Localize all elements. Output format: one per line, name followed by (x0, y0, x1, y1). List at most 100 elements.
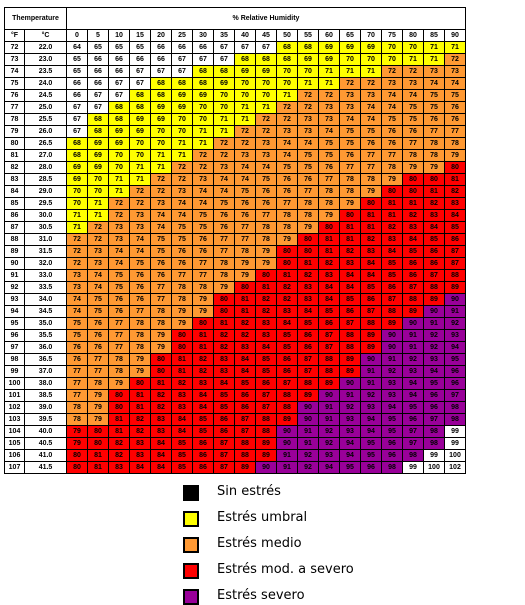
thi-value-cell: 89 (276, 413, 298, 426)
thi-value-cell: 80 (87, 425, 109, 438)
thi-value-cell: 80 (297, 245, 319, 258)
thi-value-cell: 82 (276, 293, 298, 306)
thi-value-cell: 86 (192, 437, 214, 450)
thi-value-cell: 78 (129, 341, 151, 354)
thi-value-cell: 69 (87, 149, 109, 162)
thi-value-cell: 83 (402, 221, 424, 234)
thi-value-cell: 89 (234, 461, 256, 474)
humidity-column-header: 80 (402, 29, 424, 42)
temp-f-cell: 100 (4, 377, 25, 390)
thi-value-cell: 92 (423, 329, 445, 342)
thi-value-cell: 87 (423, 269, 445, 282)
thi-value-cell: 78 (213, 269, 235, 282)
thi-value-cell: 68 (192, 65, 214, 78)
temp-f-cell: 85 (4, 197, 25, 210)
thi-value-cell: 81 (339, 233, 361, 246)
temp-f-cell: 79 (4, 125, 25, 138)
table-row: 82 28.0 69 69 70 71 71 72 72 73 74 74 75 75 76 77 77 78 79… (4, 161, 466, 174)
thi-value-cell: 99 (423, 449, 445, 462)
thi-value-cell: 85 (213, 389, 235, 402)
thi-value-cell: 72 (276, 101, 298, 114)
thi-value-cell: 85 (234, 377, 256, 390)
thi-value-cell: 82 (213, 341, 235, 354)
thi-value-cell: 83 (318, 269, 340, 282)
thi-value-cell: 88 (339, 329, 361, 342)
thi-value-cell: 91 (402, 329, 424, 342)
thi-value-cell: 88 (234, 449, 256, 462)
thi-value-cell: 66 (150, 41, 172, 54)
thi-value-cell: 83 (192, 377, 214, 390)
thi-value-cell: 82 (213, 329, 235, 342)
thi-value-cell: 77 (234, 221, 256, 234)
legend-item: Estrés umbral (183, 511, 383, 527)
thi-value-cell: 84 (150, 449, 172, 462)
table-row: 93 34.0 74 75 76 76 77 78 79 80 81 82 82 83 84 85 86 87 88… (4, 293, 466, 306)
thi-value-cell: 74 (276, 149, 298, 162)
thi-value-cell: 79 (255, 245, 277, 258)
thi-value-cell: 87 (444, 245, 466, 258)
thi-value-cell: 74 (360, 101, 382, 114)
temp-f-cell: 95 (4, 317, 25, 330)
thi-value-cell: 80 (276, 257, 298, 270)
thi-value-cell: 86 (192, 449, 214, 462)
thi-value-cell: 75 (444, 89, 466, 102)
thi-value-cell: 91 (423, 317, 445, 330)
temp-c-cell: 25.5 (24, 113, 67, 126)
thi-value-cell: 85 (318, 305, 340, 318)
thi-value-cell: 90 (444, 293, 466, 306)
thi-value-cell: 87 (213, 449, 235, 462)
thi-value-cell: 74 (423, 77, 445, 90)
temp-f-cell: 89 (4, 245, 25, 258)
temp-f-cell: 98 (4, 353, 25, 366)
thi-value-cell: 84 (360, 257, 382, 270)
thi-value-cell: 88 (402, 293, 424, 306)
temp-c-cell: 30.0 (24, 209, 67, 222)
thi-value-cell: 82 (423, 197, 445, 210)
thi-value-cell: 66 (87, 53, 109, 66)
thi-value-cell: 85 (402, 245, 424, 258)
thi-value-cell: 89 (402, 305, 424, 318)
thi-value-cell: 65 (66, 65, 88, 78)
thi-value-cell: 86 (297, 341, 319, 354)
thi-value-cell: 81 (318, 245, 340, 258)
temp-f-cell: 75 (4, 77, 25, 90)
thi-value-cell: 81 (339, 221, 361, 234)
thi-value-cell: 74 (87, 269, 109, 282)
thi-value-cell: 75 (297, 161, 319, 174)
legend-item: Sin estrés (183, 485, 383, 501)
thi-value-cell: 91 (360, 377, 382, 390)
thi-value-cell: 93 (381, 377, 403, 390)
thi-value-cell: 79 (255, 257, 277, 270)
temp-c-cell: 36.0 (24, 341, 67, 354)
table-row: 99 37.0 77 77 78 79 80 81 82 83 84 85 86 87 88 89 91 92 93… (4, 365, 466, 378)
thi-value-cell: 80 (87, 437, 109, 450)
thi-value-cell: 78 (234, 245, 256, 258)
humidity-column-header: 85 (423, 29, 445, 42)
temp-f-cell: 82 (4, 161, 25, 174)
thi-value-cell: 77 (213, 233, 235, 246)
thi-value-cell: 78 (171, 281, 193, 294)
thi-value-cell: 81 (87, 449, 109, 462)
thi-value-cell: 76 (255, 197, 277, 210)
thi-value-cell: 83 (297, 281, 319, 294)
temp-c-cell: 24.5 (24, 89, 67, 102)
table-row: 105 40.5 79 80 82 83 84 85 86 87 88 89 90 91 92 94 95 96 9… (4, 437, 466, 450)
thi-value-cell: 83 (171, 389, 193, 402)
thi-value-cell: 81 (234, 293, 256, 306)
humidity-column-header: 0 (66, 29, 88, 42)
thi-value-cell: 96 (360, 461, 382, 474)
temp-c-cell: 41.0 (24, 449, 67, 462)
thi-value-cell: 84 (255, 341, 277, 354)
legend-swatch (183, 589, 199, 605)
thi-value-cell: 88 (318, 353, 340, 366)
thi-value-cell: 74 (234, 161, 256, 174)
thi-value-cell: 89 (423, 293, 445, 306)
thi-value-cell: 82 (108, 437, 130, 450)
thi-value-cell: 81 (402, 197, 424, 210)
thi-value-cell: 69 (129, 125, 151, 138)
humidity-column-header: 70 (360, 29, 382, 42)
thi-value-cell: 80 (150, 353, 172, 366)
thi-value-cell: 89 (255, 449, 277, 462)
thi-value-cell: 71 (87, 209, 109, 222)
thi-value-cell: 90 (402, 317, 424, 330)
